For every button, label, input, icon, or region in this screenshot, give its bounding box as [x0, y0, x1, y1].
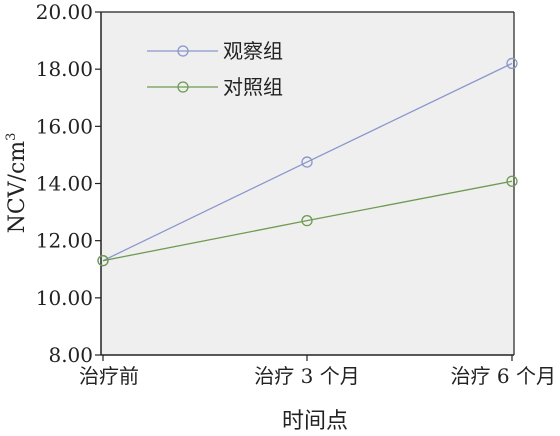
legend-marker — [177, 81, 189, 93]
y-axis-title-superscript: 3 — [4, 133, 19, 141]
data-point-marker — [301, 156, 313, 168]
legend-label: 观察组 — [223, 39, 283, 63]
ticks-layer: 8.00 10.00 12.00 14.00 16.00 18.00 20.00 治疗前 治疗 … — [36, 0, 556, 388]
data-point-marker — [506, 175, 518, 187]
x-tick-label: 治疗前 — [79, 364, 139, 388]
data-point-marker — [506, 57, 518, 70]
legend-marker — [177, 45, 189, 57]
series-line — [102, 180, 513, 262]
y-tick-label: 14.00 — [36, 172, 93, 196]
y-axis-title-main: NCV/cm — [5, 141, 30, 234]
plot-area-background — [101, 12, 514, 355]
y-tick-label: 18.00 — [36, 57, 93, 81]
series-layer — [97, 57, 518, 267]
data-point-marker — [301, 215, 313, 227]
data-point-marker — [97, 255, 109, 267]
x-tick-label: 治疗 6 个月 — [451, 364, 556, 388]
y-axis-title: NCV/cm3 — [4, 133, 30, 234]
y-tick-label: 10.00 — [36, 286, 93, 310]
x-axis-title: 时间点 — [282, 409, 348, 434]
x-tick-label: 治疗 3 个月 — [254, 364, 359, 388]
y-tick-label: 20.00 — [36, 0, 93, 24]
y-tick-label: 12.00 — [36, 229, 93, 253]
y-tick-label: 8.00 — [48, 343, 93, 367]
series-line — [102, 62, 513, 262]
legend-label: 对照组 — [223, 75, 283, 99]
y-tick-label: 16.00 — [36, 114, 93, 138]
